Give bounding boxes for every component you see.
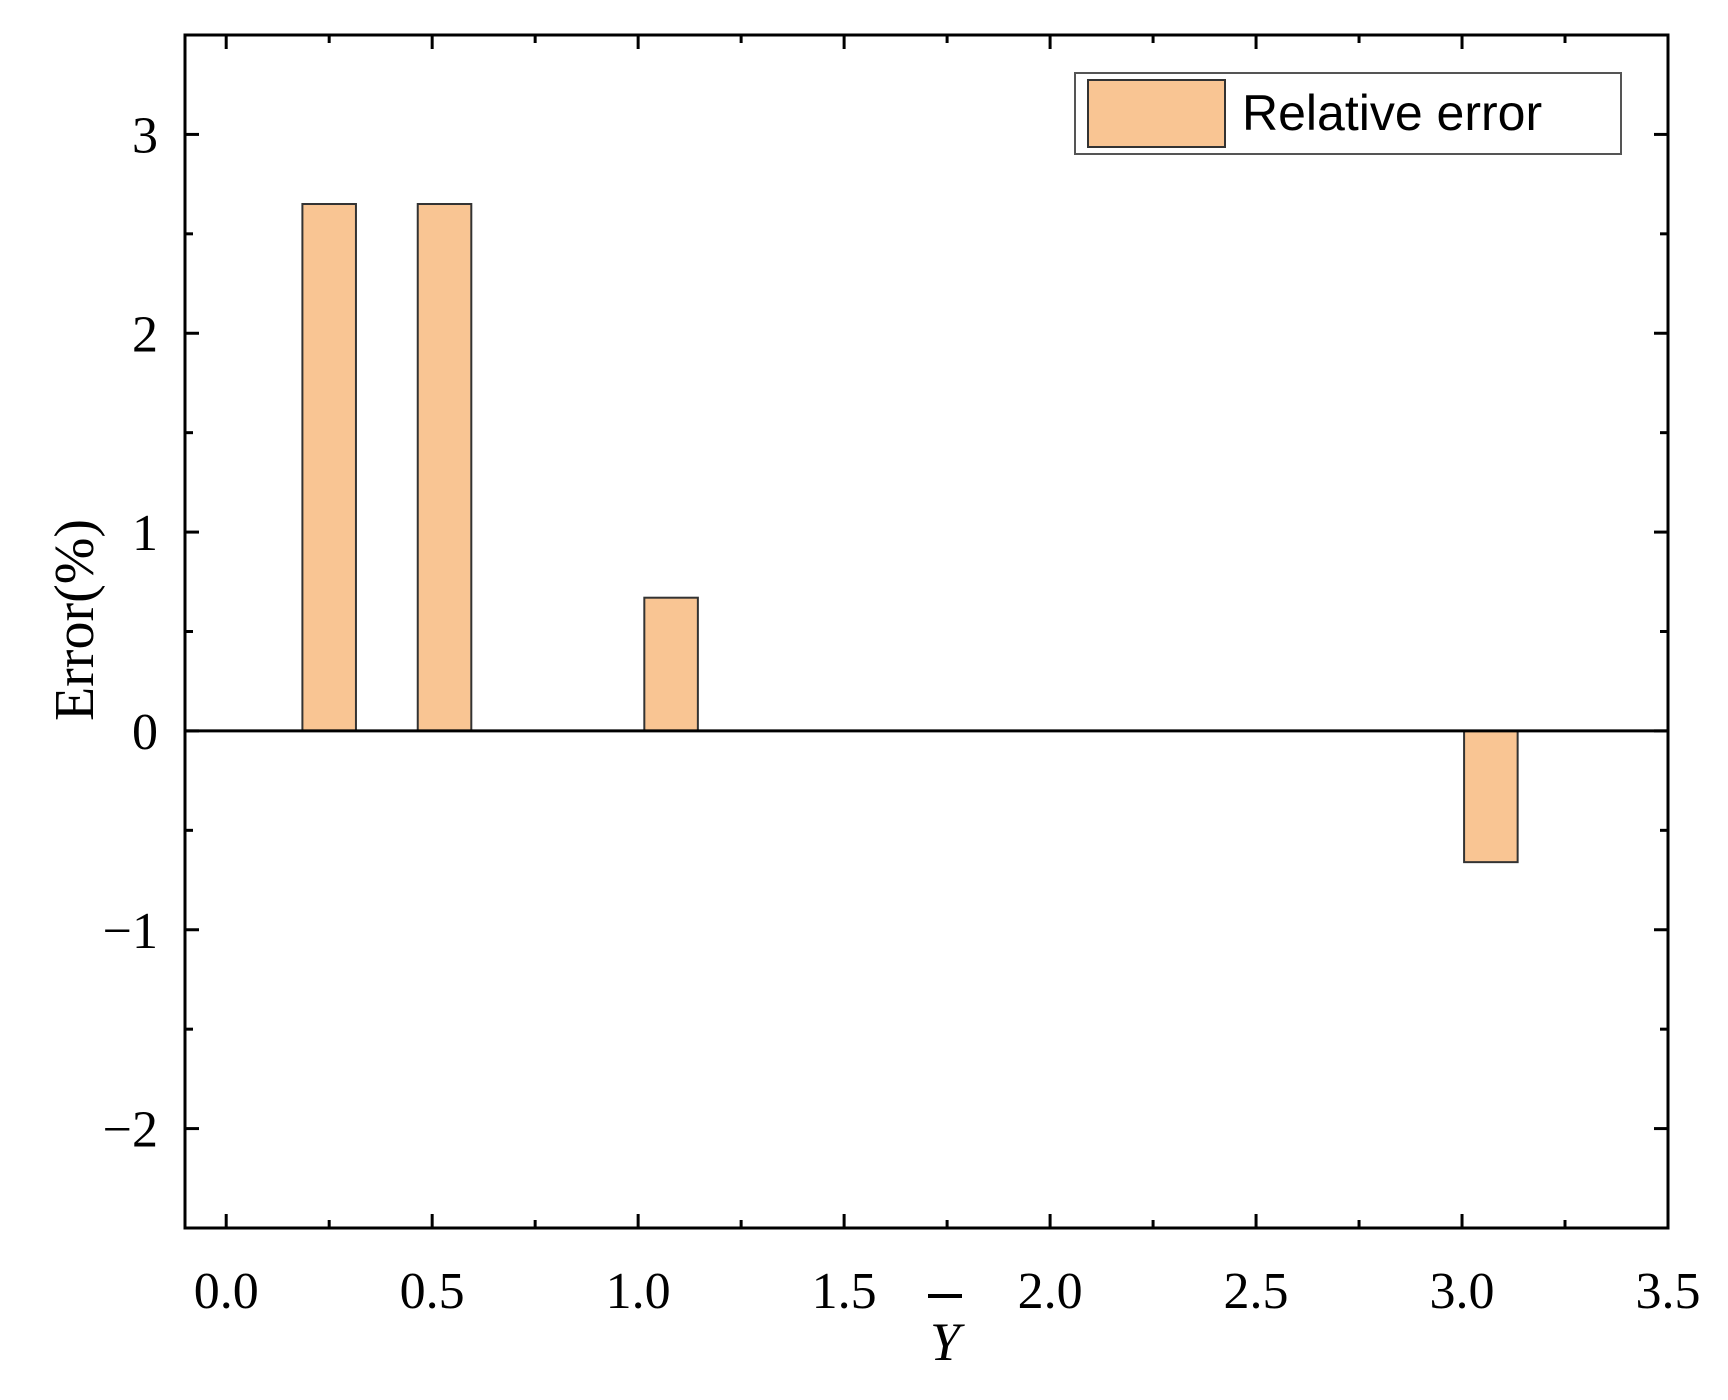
plot-frame xyxy=(183,33,1670,1230)
legend: Relative error xyxy=(1074,72,1622,155)
x-tick-label: 0.0 xyxy=(194,1263,259,1320)
bar xyxy=(416,203,473,732)
legend-label: Relative error xyxy=(1242,85,1542,141)
x-tick-labels: 0.0 0.5 1.0 1.5 2.0 2.5 3.0 3.5 xyxy=(194,1263,1701,1320)
y-tick-label: 3 xyxy=(132,107,158,164)
y-tick-label: 2 xyxy=(132,306,158,363)
legend-swatch xyxy=(1087,79,1226,148)
bar xyxy=(301,203,357,732)
x-tick-label: 2.0 xyxy=(1018,1263,1083,1320)
x-tick-label: 1.0 xyxy=(606,1263,671,1320)
y-tick-label: 0 xyxy=(132,704,158,761)
y-tick-label: −2 xyxy=(103,1102,158,1159)
y-tick-labels: −2 −1 0 1 2 3 xyxy=(103,107,158,1158)
y-tick-label: −1 xyxy=(103,903,158,960)
bars-layer xyxy=(301,203,1519,864)
x-axis-title: Y xyxy=(928,1294,965,1372)
x-tick-label: 2.5 xyxy=(1224,1263,1289,1320)
y-tick-label: 1 xyxy=(132,505,158,562)
x-tick-label: 3.0 xyxy=(1430,1263,1495,1320)
x-tick-label: 1.5 xyxy=(812,1263,877,1320)
y-axis-label: Error(%) xyxy=(44,519,106,721)
x-tick-label: 3.5 xyxy=(1636,1263,1701,1320)
x-axis-label: Y xyxy=(930,1312,965,1372)
bar xyxy=(643,596,699,732)
bar xyxy=(1463,729,1519,864)
x-tick-label: 0.5 xyxy=(400,1263,465,1320)
ticks-layer xyxy=(185,35,1670,1228)
